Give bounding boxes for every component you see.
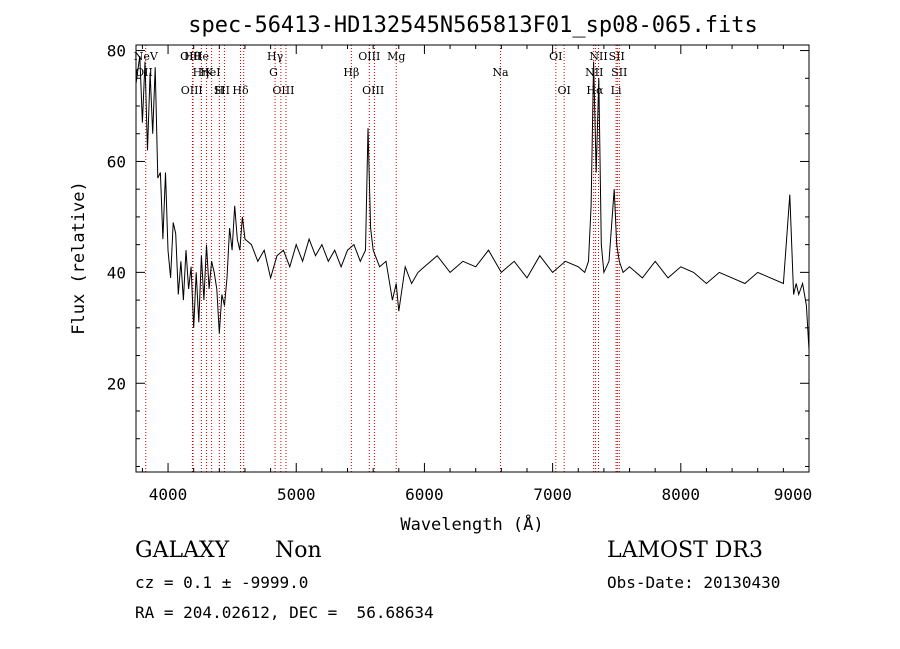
coordinates-text: RA = 204.02612, DEC = 56.68634 (135, 603, 434, 622)
line-annotation-4: HeI (200, 66, 220, 79)
redshift-text: cz = 0.1 ± -9999.0 (135, 573, 309, 592)
line-annotation-24: NII (589, 50, 607, 63)
line-annotation-15: OIII (358, 50, 380, 63)
x-tick-label-0: 4000 (149, 485, 188, 504)
line-annotation-16: Hβ (343, 66, 359, 79)
line-annotation-21: OI (549, 50, 562, 63)
y-axis-ticks: 20 40 60 80 (107, 42, 809, 467)
chart-title: spec-56413-HD132545N565813F01_sp08-065.f… (188, 13, 758, 38)
x-tick-label-4: 8000 (662, 485, 701, 504)
line-markers (145, 45, 620, 472)
line-annotation-17: OIII (362, 84, 384, 97)
line-annotation-14: OIII (272, 84, 294, 97)
y-tick-label-3: 80 (107, 42, 126, 61)
line-annotation-12: Hγ (267, 50, 284, 63)
survey-label: LAMOST DR3 (607, 538, 763, 563)
x-tick-label-2: 6000 (405, 485, 444, 504)
subclass-label: Non (275, 538, 322, 563)
y-tick-label-0: 20 (107, 374, 126, 393)
class-label: GALAXY (135, 538, 230, 563)
y-tick-label-1: 40 (107, 263, 126, 282)
line-annotation-26: Hα (586, 84, 604, 97)
obs-date-text: Obs-Date: 20130430 (607, 573, 781, 592)
line-annotation-5: SII (214, 84, 230, 97)
line-annotation-23: Li (611, 84, 622, 97)
line-annotation-9: Hθ (184, 50, 201, 63)
y-tick-label-2: 60 (107, 152, 126, 171)
y-axis-label: Flux (relative) (69, 181, 89, 335)
line-annotation-1: OII (135, 66, 153, 79)
line-annotation-25: SII (611, 66, 627, 79)
line-annotation-27: SII (609, 50, 625, 63)
line-annotation-11: Hδ (232, 84, 249, 97)
x-axis-ticks: 4000 5000 6000 7000 8000 9000 (141, 45, 813, 504)
line-annotation-0: NeV (134, 50, 159, 63)
line-annotation-19: Na (492, 66, 509, 79)
line-annotation-10: K (205, 66, 214, 79)
line-annotation-3: He (193, 50, 209, 63)
line-annotation-20: OI (557, 84, 570, 97)
x-axis-label: Wavelength (Å) (400, 513, 543, 535)
line-annotation-7: Hη (193, 66, 209, 79)
plot-frame (135, 44, 810, 473)
line-annotation-8: H (215, 84, 225, 97)
x-tick-label-1: 5000 (277, 485, 316, 504)
line-annotation-2: OIII (181, 84, 203, 97)
spectrum-line (135, 56, 810, 351)
line-annotations: NeVOIIOIIIHeHeISIIOIIIHηHHθKHδHγGOIIIOII… (134, 50, 628, 97)
x-tick-label-3: 7000 (533, 485, 572, 504)
x-tick-label-5: 9000 (774, 485, 813, 504)
line-annotation-13: G (269, 66, 278, 79)
line-annotation-18: Mg (387, 50, 405, 63)
line-annotation-6: OIII (180, 50, 202, 63)
